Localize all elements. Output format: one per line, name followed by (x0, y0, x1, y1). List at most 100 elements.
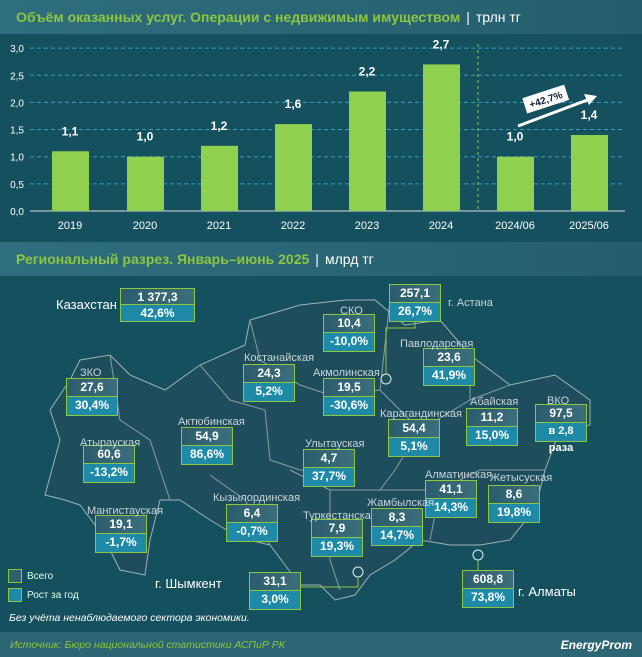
region-growth: 73,8% (463, 589, 513, 607)
region-total: 97,5 (536, 405, 586, 423)
region-growth: 19,3% (312, 538, 362, 556)
growth-arrowhead (584, 94, 597, 105)
region-total: 54,4 (389, 420, 439, 438)
region-total: 31,1 (250, 573, 300, 591)
region-label: Туркестанская (303, 510, 377, 522)
x-tick-label: 2024/06 (495, 220, 535, 232)
source-text: Источник: Бюро национальной статистики А… (10, 638, 285, 651)
annotation-box (522, 84, 570, 114)
region-box: 24,3 5,2% (243, 364, 295, 402)
bar (423, 64, 460, 211)
region-total: 24,3 (244, 365, 294, 383)
region-growth: 5,1% (389, 438, 439, 456)
x-tick-label: 2019 (58, 220, 82, 232)
region-total: 1 377,3 (121, 289, 194, 305)
region-growth: 26,7% (390, 303, 440, 321)
footer: Источник: Бюро национальной статистики А… (0, 632, 642, 657)
region-box: 7,9 19,3% (311, 519, 363, 557)
region-growth: -10,0% (324, 333, 374, 351)
region-total: 23,6 (424, 349, 474, 367)
y-tick-label: 2,5 (10, 71, 24, 82)
region-total: 27,6 (67, 379, 117, 397)
region-box: 1 377,3 42,6% (120, 288, 195, 322)
data-label: 2,2 (359, 65, 376, 79)
region-box: 54,9 86,6% (181, 427, 233, 465)
region-growth: 42,6% (121, 305, 194, 321)
region-label: Акмолинская (313, 367, 380, 379)
region-growth: -1,7% (96, 534, 146, 552)
region-box: 60,6 -13,2% (83, 445, 135, 483)
x-tick-label: 2024 (429, 220, 453, 232)
region-box: 4,7 37,7% (303, 449, 355, 487)
region-box: 11,2 15,0% (466, 408, 518, 446)
region-growth: 30,4% (67, 397, 117, 415)
region-box: 19,1 -1,7% (95, 515, 147, 553)
title-separator: | (466, 9, 470, 25)
region-total: 10,4 (324, 315, 374, 333)
region-label: Улытауская (305, 438, 365, 450)
region-label: Актюбинская (178, 416, 245, 428)
y-tick-label: 1,0 (10, 153, 24, 164)
region-growth: 37,7% (304, 468, 354, 486)
region-box: 8,3 14,7% (371, 508, 423, 546)
region-total: 608,8 (463, 571, 513, 589)
region-growth: 41,9% (424, 367, 474, 385)
data-label: 1,0 (507, 130, 524, 144)
region-box: 54,4 5,1% (388, 419, 440, 457)
region-label: г. Астана (448, 297, 493, 309)
region-total: 7,9 (312, 520, 362, 538)
x-tick-label: 2023 (355, 220, 379, 232)
chart-header: Объём оказанных услуг. Операции с недвиж… (0, 0, 642, 34)
region-box: 19,5 -30,6% (323, 378, 375, 416)
region-label: Жамбылская (367, 497, 435, 509)
region-label: Алматинская (425, 469, 493, 481)
region-growth: 86,6% (182, 446, 232, 464)
region-label: Павлодарская (400, 338, 474, 350)
growth-arrow (517, 97, 591, 128)
x-tick-label: 2022 (281, 220, 305, 232)
region-growth: в 2,8 раза (536, 423, 586, 454)
region-total: 4,7 (304, 450, 354, 468)
region-label: Атырауская (80, 437, 141, 449)
region-label: ЗКО (80, 367, 102, 379)
region-total: 257,1 (390, 285, 440, 303)
y-tick-label: 1,5 (10, 126, 24, 137)
x-tick-label: 2021 (207, 220, 231, 232)
x-tick-label: 2020 (133, 220, 157, 232)
region-growth: -30,6% (324, 397, 374, 415)
legend-total-label: Всего (27, 571, 54, 582)
map-header: Региональный разрез. Январь–июнь 2025 | мл… (0, 242, 642, 276)
region-label: Карагандинская (380, 408, 462, 420)
region-label: Кызылординская (213, 492, 301, 504)
region-box: 41,1 14,3% (425, 480, 477, 518)
region-growth: 14,7% (372, 527, 422, 545)
x-tick-label: 2025/06 (569, 220, 609, 232)
region-label: СКО (340, 305, 363, 317)
region-label: Мангистауская (87, 505, 164, 517)
region-box: 608,8 73,8% (462, 570, 514, 608)
data-label: 1,2 (211, 119, 228, 133)
region-growth: -13,2% (84, 464, 134, 482)
region-box: 23,6 41,9% (423, 348, 475, 386)
legend-growth-swatch (8, 588, 22, 602)
region-label: ВКО (547, 395, 570, 407)
bar-chart: 0,0 0,5 1,0 1,5 2,0 2,5 3,0 1,1 2019 1,0 2020 1,2 20… (10, 37, 625, 232)
bar (201, 145, 238, 211)
region-box: 8,6 19,8% (488, 485, 540, 523)
region-label: Абайская (470, 396, 519, 408)
map-title: Региональный разрез. Январь–июнь 2025 (16, 251, 310, 267)
region-total: 8,6 (489, 486, 539, 504)
region-total: 41,1 (426, 481, 476, 499)
region-label: г. Шымкент (155, 576, 222, 591)
region-total: 8,3 (372, 509, 422, 527)
region-label: Костанайская (244, 352, 315, 364)
region-total: 54,9 (182, 428, 232, 446)
title-separator: | (315, 251, 319, 267)
region-growth: 3,0% (250, 591, 300, 609)
region-growth: 19,8% (489, 504, 539, 522)
region-growth: -0,7% (227, 523, 277, 541)
bar (127, 156, 164, 211)
legend-total-swatch (8, 569, 22, 583)
chart-title: Объём оказанных услуг. Операции с недвиж… (16, 9, 461, 25)
